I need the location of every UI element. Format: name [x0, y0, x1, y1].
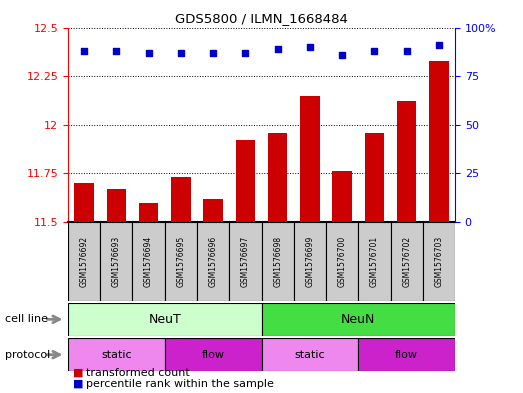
Bar	[100, 222, 132, 301]
Text: GSM1576702: GSM1576702	[402, 236, 411, 287]
Text: static: static	[294, 350, 325, 360]
Text: GSM1576701: GSM1576701	[370, 236, 379, 287]
Text: GSM1576696: GSM1576696	[209, 236, 218, 287]
Bar	[365, 132, 384, 222]
Text: NeuN: NeuN	[341, 313, 376, 326]
Bar	[68, 303, 262, 336]
Bar	[197, 222, 229, 301]
Bar	[326, 222, 358, 301]
Bar	[68, 338, 165, 371]
Text: GSM1576695: GSM1576695	[176, 236, 185, 287]
Text: NeuT: NeuT	[149, 313, 181, 326]
Text: percentile rank within the sample: percentile rank within the sample	[86, 379, 274, 389]
Bar	[262, 303, 455, 336]
Bar	[333, 171, 352, 222]
Text: flow: flow	[395, 350, 418, 360]
Point	[305, 44, 314, 50]
Text: flow: flow	[202, 350, 224, 360]
Point	[241, 50, 249, 56]
Text: GSM1576700: GSM1576700	[338, 236, 347, 287]
Point	[274, 46, 282, 52]
Bar	[229, 222, 262, 301]
Point	[209, 50, 218, 56]
Bar	[358, 338, 455, 371]
Point	[403, 48, 411, 54]
Bar	[165, 338, 262, 371]
Point	[112, 48, 120, 54]
Text: ■: ■	[73, 379, 84, 389]
Bar	[74, 183, 94, 222]
Bar	[262, 338, 358, 371]
Bar	[262, 222, 294, 301]
Bar	[268, 132, 287, 222]
Point	[338, 51, 346, 58]
Bar	[139, 203, 158, 222]
Point	[177, 50, 185, 56]
Text: GSM1576693: GSM1576693	[112, 236, 121, 287]
Text: GSM1576703: GSM1576703	[435, 236, 444, 287]
Point	[370, 48, 379, 54]
Bar	[294, 222, 326, 301]
Bar	[132, 222, 165, 301]
Bar	[423, 222, 455, 301]
Bar	[171, 177, 190, 222]
Bar	[165, 222, 197, 301]
Text: transformed count: transformed count	[86, 368, 190, 378]
Text: GSM1576692: GSM1576692	[79, 236, 88, 287]
Bar	[68, 222, 100, 301]
Text: GSM1576698: GSM1576698	[273, 236, 282, 287]
Text: protocol: protocol	[5, 350, 51, 360]
Text: GSM1576697: GSM1576697	[241, 236, 250, 287]
Bar	[203, 199, 223, 222]
Bar	[429, 61, 449, 222]
Point	[144, 50, 153, 56]
Point	[80, 48, 88, 54]
Text: cell line: cell line	[5, 314, 48, 324]
Text: GSM1576694: GSM1576694	[144, 236, 153, 287]
Text: GSM1576699: GSM1576699	[305, 236, 314, 287]
Text: ■: ■	[73, 368, 84, 378]
Bar	[300, 95, 320, 222]
Bar	[397, 101, 416, 222]
Bar	[391, 222, 423, 301]
Text: GDS5800 / ILMN_1668484: GDS5800 / ILMN_1668484	[175, 12, 348, 25]
Point	[435, 42, 443, 48]
Bar	[358, 222, 391, 301]
Text: static: static	[101, 350, 132, 360]
Bar	[236, 140, 255, 222]
Bar	[107, 189, 126, 222]
